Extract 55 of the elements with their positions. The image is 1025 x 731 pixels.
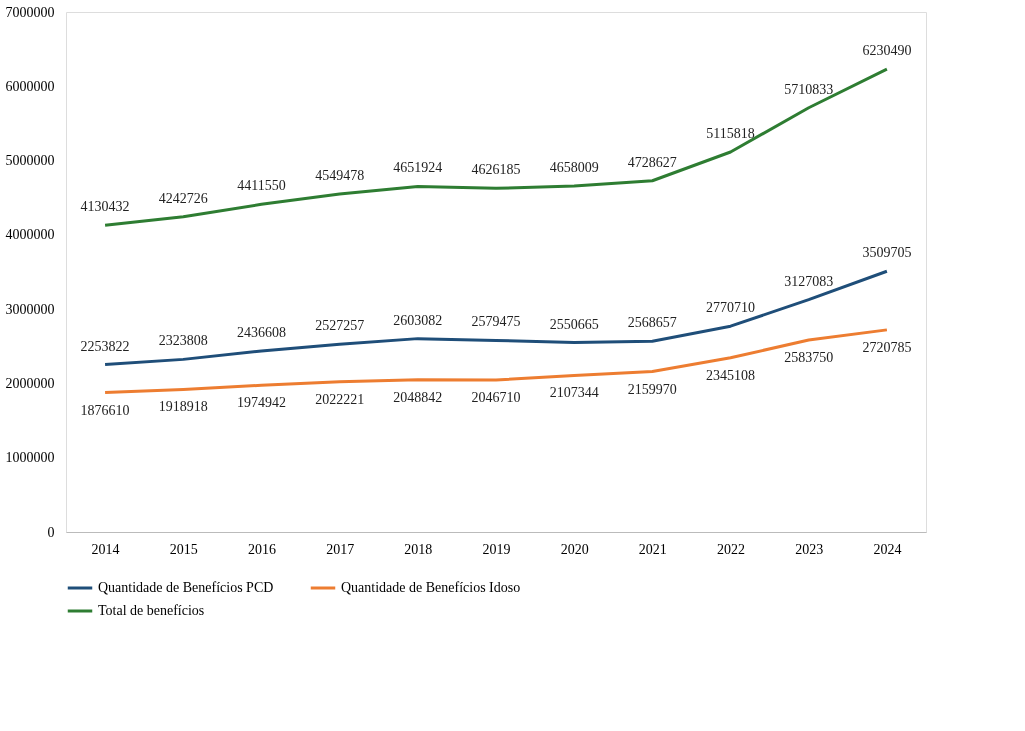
y-tick-label: 4000000 xyxy=(5,227,55,243)
y-tick-label: 3000000 xyxy=(5,301,55,317)
data-label: 2550665 xyxy=(549,316,599,332)
data-label: 2107344 xyxy=(549,385,599,401)
data-label: 2583750 xyxy=(784,350,834,366)
data-label: 2253822 xyxy=(80,338,130,354)
y-tick-label: 6000000 xyxy=(5,78,55,94)
legend-label: Quantidade de Benefícios PCD xyxy=(98,580,274,595)
data-label: 5115818 xyxy=(706,125,755,141)
x-tick-label: 2016 xyxy=(247,541,276,557)
data-label: 4728627 xyxy=(627,154,677,170)
data-label: 2048842 xyxy=(393,389,443,405)
data-label: 4549478 xyxy=(315,168,365,184)
x-tick-label: 2020 xyxy=(560,541,589,557)
y-tick-label: 2000000 xyxy=(5,375,55,391)
legend-label: Total de benefícios xyxy=(98,603,205,618)
data-label: 2770710 xyxy=(706,300,756,316)
x-tick-label: 2014 xyxy=(91,541,120,557)
data-label: 2345108 xyxy=(706,367,756,383)
data-label: 2323808 xyxy=(158,333,208,349)
x-tick-label: 2018 xyxy=(404,541,433,557)
data-label: 2603082 xyxy=(393,312,443,328)
y-tick-label: 7000000 xyxy=(5,4,55,20)
data-label: 2436608 xyxy=(236,324,286,340)
y-tick-label: 0 xyxy=(47,524,55,540)
x-tick-label: 2017 xyxy=(326,541,355,557)
data-label: 4626185 xyxy=(471,162,521,178)
x-tick-label: 2023 xyxy=(795,541,824,557)
data-label: 1974942 xyxy=(236,395,286,411)
data-label: 2527257 xyxy=(315,318,365,334)
data-label: 3509705 xyxy=(862,245,912,261)
data-label: 1918918 xyxy=(158,399,208,415)
data-label: 3127083 xyxy=(784,273,834,289)
data-label: 2046710 xyxy=(471,389,521,405)
x-tick-label: 2015 xyxy=(169,541,198,557)
legend-label: Quantidade de Benefícios Idoso xyxy=(341,580,521,595)
data-label: 5710833 xyxy=(784,81,834,97)
data-label: 1876610 xyxy=(80,402,130,418)
data-label: 4130432 xyxy=(80,199,130,215)
data-label: 2022221 xyxy=(315,391,365,407)
x-tick-label: 2022 xyxy=(717,541,746,557)
y-tick-label: 5000000 xyxy=(5,153,55,169)
x-tick-label: 2024 xyxy=(873,541,902,557)
data-label: 4658009 xyxy=(549,159,599,175)
data-label: 4411550 xyxy=(237,178,286,194)
data-label: 2568657 xyxy=(627,315,677,331)
x-tick-label: 2021 xyxy=(638,541,667,557)
data-label: 2159970 xyxy=(627,381,677,397)
y-tick-label: 1000000 xyxy=(5,450,55,466)
data-label: 6230490 xyxy=(862,43,912,59)
x-tick-label: 2019 xyxy=(482,541,511,557)
data-label: 4651924 xyxy=(393,160,443,176)
data-label: 2579475 xyxy=(471,314,521,330)
data-label: 2720785 xyxy=(862,339,912,355)
data-label: 4242726 xyxy=(158,190,208,206)
